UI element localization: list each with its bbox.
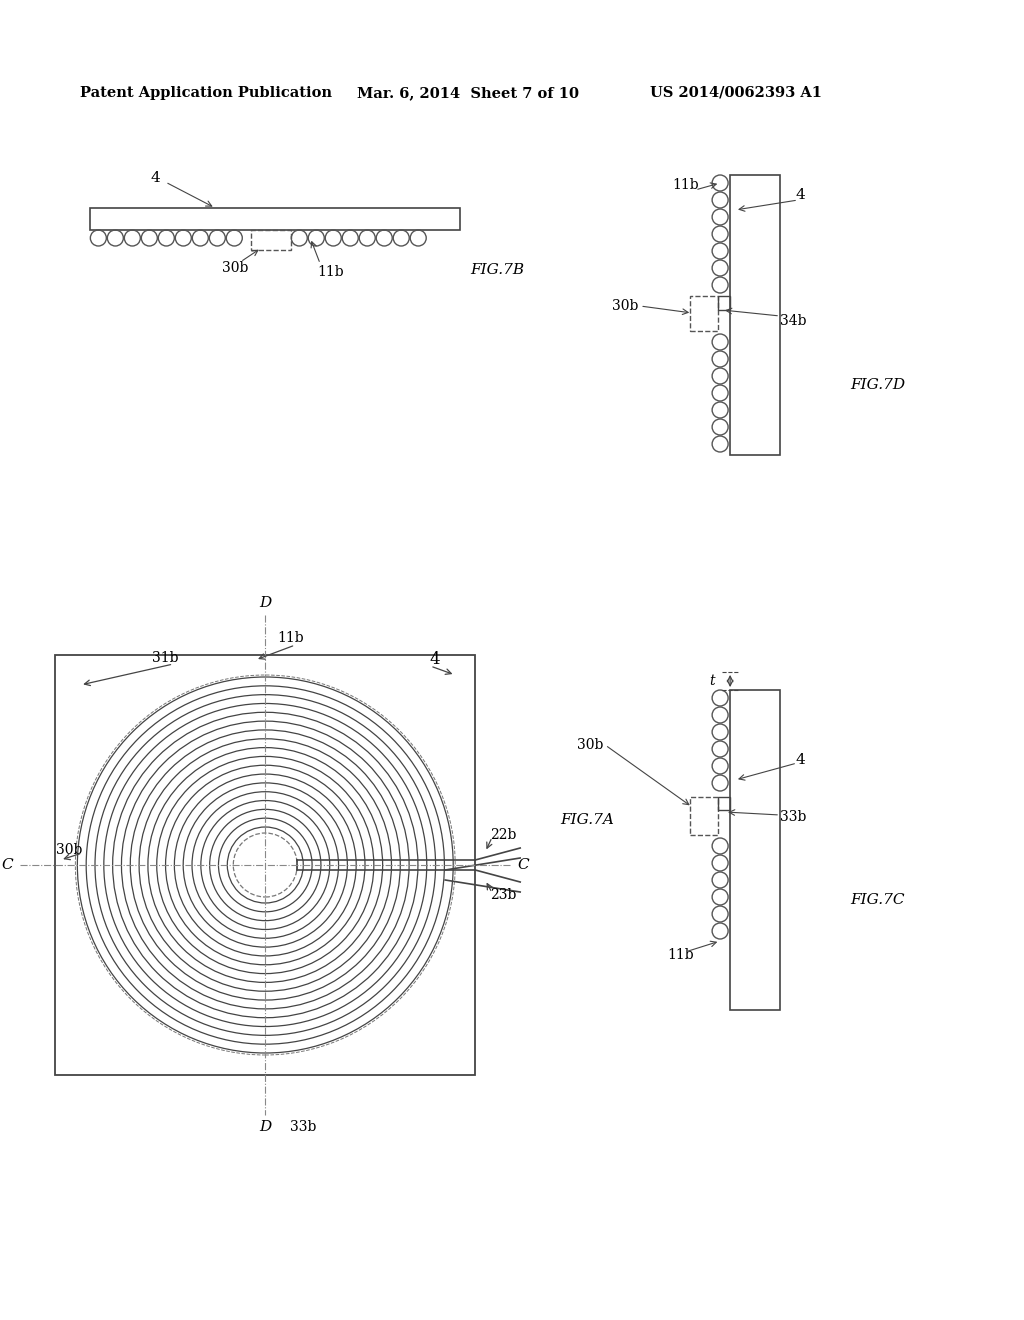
- Text: Patent Application Publication: Patent Application Publication: [80, 86, 333, 100]
- Bar: [730, 690, 780, 1010]
- Text: 23b: 23b: [490, 888, 516, 902]
- Text: C: C: [2, 858, 13, 873]
- Text: t: t: [710, 675, 715, 688]
- Text: D: D: [259, 1119, 271, 1134]
- Bar: [690, 296, 718, 331]
- Text: FIG.7A: FIG.7A: [560, 813, 614, 828]
- Bar: [55, 655, 475, 1074]
- Text: 11b: 11b: [276, 631, 303, 645]
- Text: 4: 4: [151, 172, 160, 185]
- Bar: [90, 209, 460, 230]
- Text: 4: 4: [796, 187, 805, 202]
- Text: 4: 4: [796, 752, 805, 767]
- Bar: [251, 230, 291, 249]
- Text: FIG.7D: FIG.7D: [850, 378, 905, 392]
- Text: 30b: 30b: [577, 738, 603, 752]
- Text: 11b: 11b: [667, 948, 693, 962]
- Text: C: C: [517, 858, 529, 873]
- Bar: [718, 797, 730, 810]
- Text: 11b: 11b: [317, 265, 344, 279]
- Text: 33b: 33b: [780, 810, 807, 824]
- Text: FIG.7C: FIG.7C: [850, 894, 904, 907]
- Text: 30b: 30b: [222, 261, 249, 275]
- Text: D: D: [259, 597, 271, 610]
- Text: 33b: 33b: [290, 1119, 316, 1134]
- Bar: [730, 176, 780, 455]
- Text: US 2014/0062393 A1: US 2014/0062393 A1: [650, 86, 822, 100]
- Text: FIG.7B: FIG.7B: [470, 263, 524, 277]
- Text: 31b: 31b: [153, 651, 178, 665]
- Text: Mar. 6, 2014  Sheet 7 of 10: Mar. 6, 2014 Sheet 7 of 10: [357, 86, 580, 100]
- Text: 30b: 30b: [612, 300, 638, 313]
- Text: 34b: 34b: [780, 314, 807, 327]
- Text: 22b: 22b: [490, 828, 516, 842]
- Bar: [690, 797, 718, 836]
- Text: 11b: 11b: [672, 178, 698, 191]
- Bar: [718, 296, 730, 310]
- Text: 4: 4: [430, 652, 440, 668]
- Text: 30b: 30b: [56, 843, 82, 857]
